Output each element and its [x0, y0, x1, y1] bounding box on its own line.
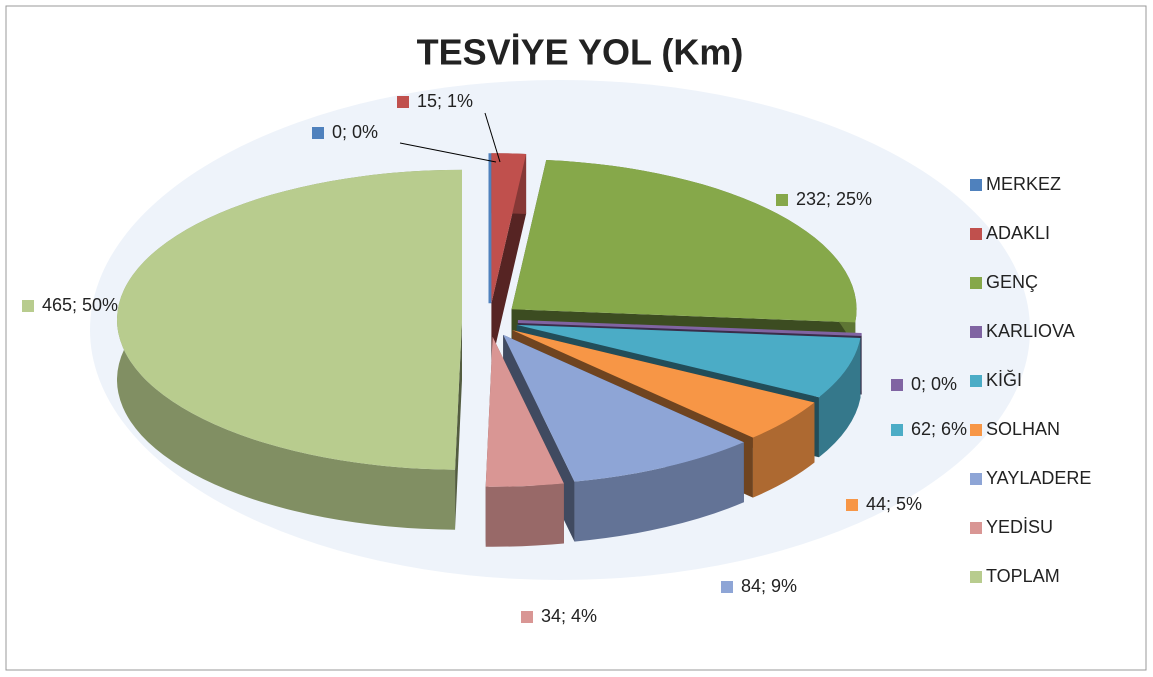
label-marker	[891, 424, 903, 436]
label-marker	[397, 96, 409, 108]
slice-top	[512, 330, 815, 438]
label-marker	[846, 499, 858, 511]
legend-marker	[970, 424, 982, 436]
slice-top	[491, 153, 527, 304]
slice-top	[516, 324, 861, 398]
leader-line	[484, 112, 501, 163]
slice-wall	[485, 483, 564, 547]
label-marker	[891, 379, 903, 391]
legend-label: SOLHAN	[986, 419, 1060, 439]
label-marker	[776, 194, 788, 206]
legend-label: MERKEZ	[986, 174, 1061, 194]
label-marker	[22, 300, 34, 312]
legend-marker	[970, 473, 982, 485]
slice-top	[485, 336, 564, 487]
slice-top	[117, 169, 463, 470]
pie	[117, 153, 862, 547]
legend-label: TOPLAM	[986, 566, 1060, 586]
slice-top	[503, 334, 744, 482]
data-label: 15; 1%	[417, 91, 473, 111]
slice-wall	[574, 442, 744, 542]
pie-slice	[117, 169, 463, 530]
pie-slice	[503, 334, 744, 542]
legend-marker	[970, 179, 982, 191]
legend-label: KARLIOVA	[986, 321, 1075, 341]
legend-label: ADAKLI	[986, 223, 1050, 243]
legend-marker	[970, 326, 982, 338]
legend-marker	[970, 522, 982, 534]
data-label: 232; 25%	[796, 189, 872, 209]
legend-label: YAYLADERE	[986, 468, 1091, 488]
legend-marker	[970, 375, 982, 387]
label-marker	[521, 611, 533, 623]
legend-marker	[970, 277, 982, 289]
data-label: 465; 50%	[42, 295, 118, 315]
pie-slice	[485, 336, 564, 547]
chart-title: TESVİYE YOL (Km)	[417, 32, 744, 73]
legend-label: GENÇ	[986, 272, 1038, 292]
slice-wall	[752, 402, 815, 498]
legend-label: KİĞI	[986, 369, 1022, 390]
legend-label: YEDİSU	[986, 517, 1053, 537]
label-marker	[721, 581, 733, 593]
pie-slice	[491, 153, 527, 364]
data-label: 0; 0%	[332, 122, 378, 142]
data-label: 84; 9%	[741, 576, 797, 596]
data-label: 44; 5%	[866, 494, 922, 514]
slice-side	[455, 319, 463, 530]
legend-marker	[970, 228, 982, 240]
data-label: 62; 6%	[911, 419, 967, 439]
data-label: 34; 4%	[541, 606, 597, 626]
leader-line	[399, 142, 497, 163]
label-marker	[312, 127, 324, 139]
slice-wall	[818, 337, 861, 458]
data-label: 0; 0%	[911, 374, 957, 394]
legend-marker	[970, 571, 982, 583]
slice-top	[511, 160, 857, 323]
